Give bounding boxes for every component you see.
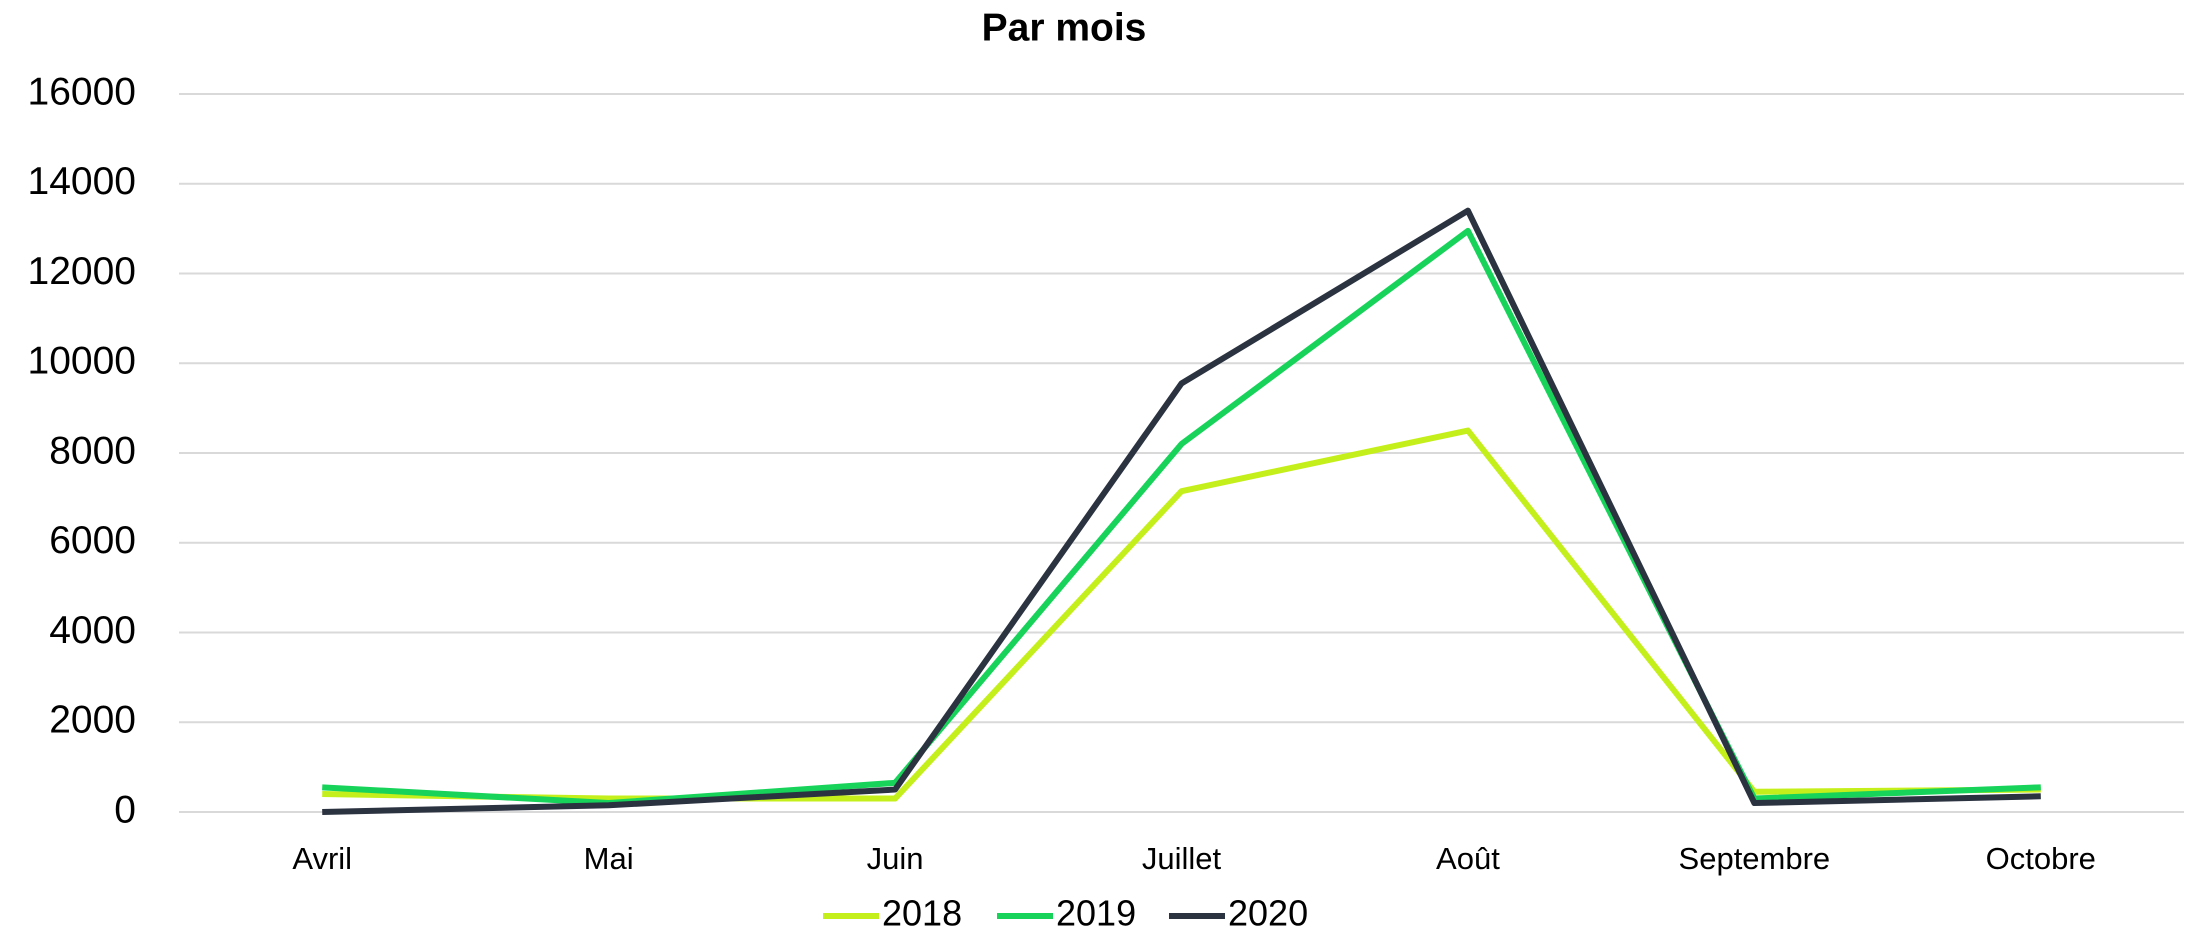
- y-tick-label: 2000: [49, 699, 136, 742]
- x-tick-label: Avril: [292, 841, 352, 876]
- x-tick-label: Juin: [867, 841, 924, 876]
- y-tick-label: 4000: [49, 609, 136, 652]
- x-tick-label: Octobre: [1986, 841, 2096, 876]
- y-tick-label: 8000: [49, 429, 136, 472]
- legend-label: 2018: [882, 893, 962, 934]
- legend-label: 2019: [1056, 893, 1136, 934]
- x-tick-label: Septembre: [1679, 841, 1831, 876]
- y-tick-label: 14000: [28, 160, 136, 203]
- x-tick-label: Août: [1436, 841, 1500, 876]
- chart-title: Par mois: [982, 6, 1147, 49]
- legend-label: 2020: [1228, 893, 1308, 934]
- y-tick-label: 12000: [28, 250, 136, 293]
- y-tick-label: 6000: [49, 519, 136, 562]
- line-series: [322, 207, 2041, 815]
- line-series: [322, 427, 2041, 802]
- y-tick-label: 0: [114, 788, 136, 831]
- y-tick-label: 16000: [28, 70, 136, 113]
- x-tick-label: Mai: [584, 841, 634, 876]
- line-series: [322, 227, 2041, 807]
- y-tick-label: 10000: [28, 340, 136, 383]
- x-tick-label: Juillet: [1142, 841, 1222, 876]
